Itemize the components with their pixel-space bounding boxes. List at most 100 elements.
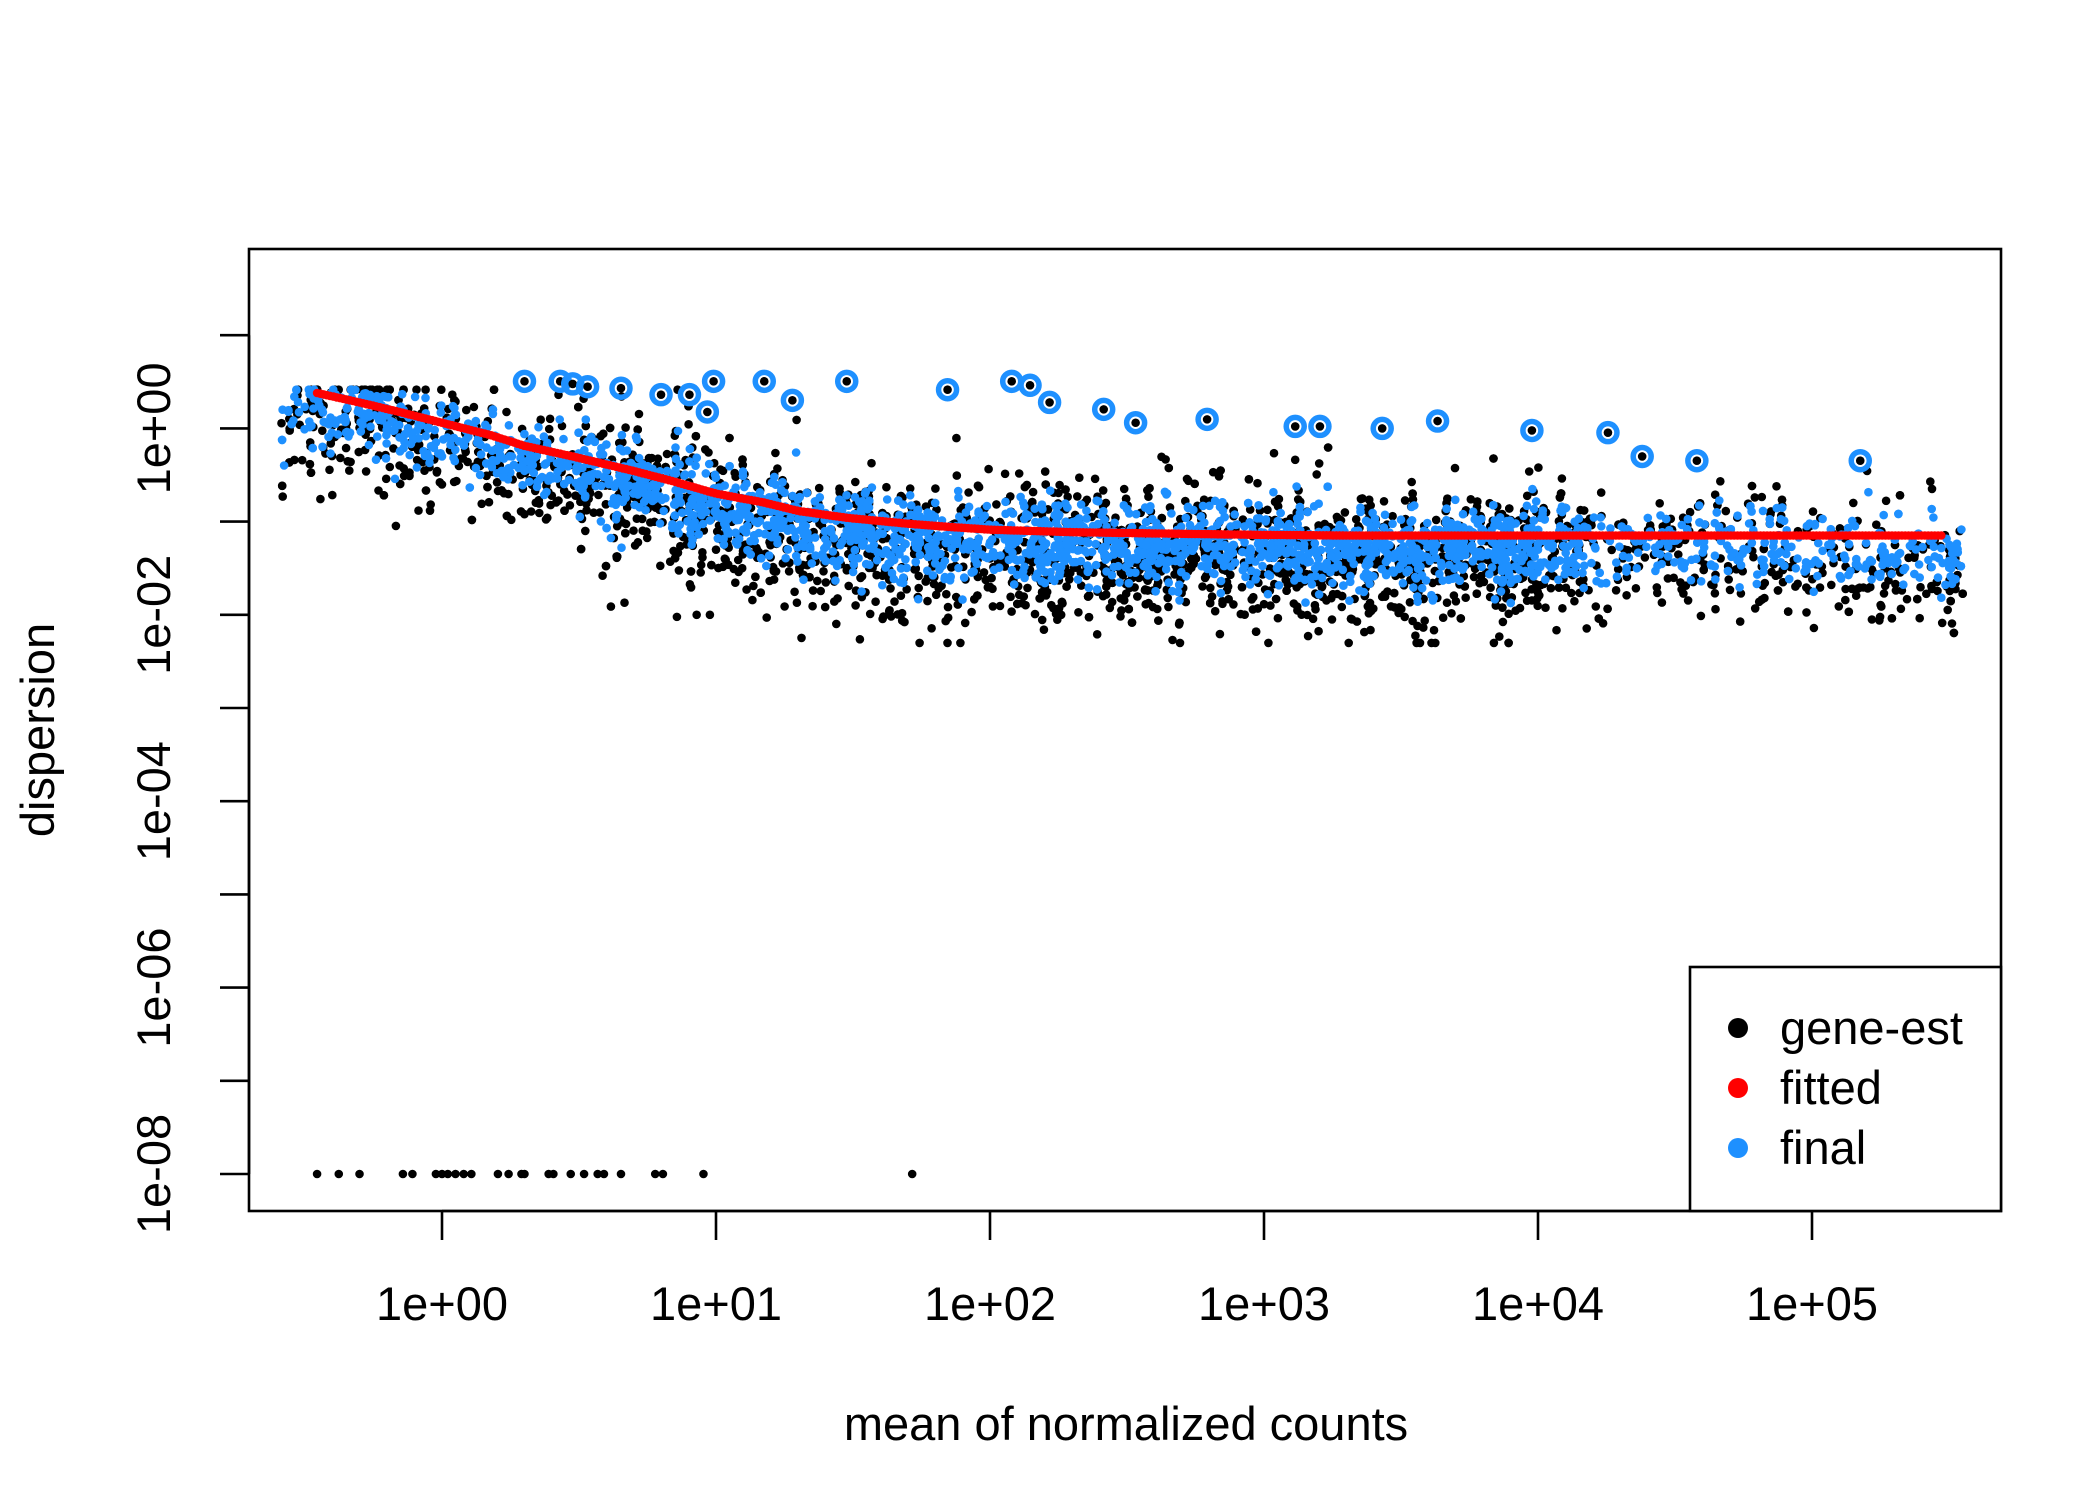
final-point — [887, 568, 897, 578]
final-point — [844, 501, 853, 510]
final-point — [659, 506, 668, 516]
final-point — [1208, 542, 1218, 551]
final-point — [1175, 596, 1184, 605]
gene-est-point — [325, 465, 334, 475]
gene-est-point — [674, 566, 684, 575]
gene-est-point — [306, 468, 316, 478]
final-point — [382, 430, 391, 440]
final-point — [1147, 568, 1157, 578]
gene-est-point — [1133, 592, 1142, 601]
gene-est-point — [1491, 601, 1501, 610]
gene-est-point — [731, 472, 740, 482]
gene-est-point — [1674, 550, 1683, 559]
gene-est-point — [942, 589, 951, 599]
gene-est-point — [316, 494, 325, 504]
gene-est-point — [723, 560, 733, 569]
gene-est-point — [1419, 623, 1428, 632]
final-point — [520, 429, 529, 439]
final-point — [1505, 516, 1515, 525]
gene-est-point — [1281, 575, 1290, 585]
gene-est-point — [1504, 609, 1513, 619]
gene-est-point — [1141, 600, 1150, 609]
final-point — [1245, 580, 1255, 589]
point-cloud — [277, 385, 1967, 1179]
final-point — [1309, 502, 1319, 511]
final-point — [961, 508, 971, 517]
final-point — [1445, 560, 1454, 570]
final-point — [849, 560, 859, 569]
gene-est-point — [1466, 495, 1476, 504]
gene-est-point — [1182, 474, 1192, 484]
final-point — [911, 543, 921, 552]
gene-est-point — [1783, 607, 1793, 616]
final-point — [537, 472, 547, 482]
gene-est-point — [696, 560, 706, 570]
gene-est-point — [1447, 609, 1456, 618]
gene-est-point — [1323, 443, 1333, 452]
gene-est-point — [685, 580, 695, 589]
final-point — [292, 385, 301, 395]
gene-est-point — [1505, 504, 1514, 513]
final-point — [1038, 536, 1047, 545]
gene-est-point — [576, 544, 586, 554]
final-point — [1167, 509, 1176, 518]
gene-est-point — [1887, 614, 1897, 623]
final-point — [1307, 580, 1317, 589]
final-point — [854, 553, 863, 563]
gene-est-point — [1655, 499, 1664, 508]
final-point — [555, 415, 564, 424]
final-point — [482, 459, 491, 468]
final-point — [1429, 547, 1439, 556]
final-point — [1377, 564, 1387, 574]
gene-est-point — [1777, 495, 1787, 505]
final-point — [1091, 560, 1101, 570]
gene-est-point — [1561, 583, 1571, 593]
final-point — [902, 563, 911, 573]
gene-est-point — [1793, 579, 1802, 589]
final-point — [1328, 578, 1337, 588]
final-point — [540, 490, 549, 500]
final-point — [1435, 569, 1444, 579]
gene-est-point — [1927, 584, 1937, 594]
gene-est-point — [656, 561, 665, 571]
final-point — [1417, 583, 1427, 593]
gene-est-point — [633, 425, 642, 434]
final-point — [461, 435, 471, 445]
gene-est-point — [1215, 629, 1225, 639]
final-point — [279, 461, 289, 470]
final-point — [1861, 538, 1871, 548]
gene-est-point — [1640, 553, 1650, 562]
gene-est-point — [536, 415, 545, 425]
final-point — [982, 501, 992, 511]
final-point — [1758, 506, 1768, 516]
final-point — [1131, 509, 1141, 519]
final-point — [437, 401, 446, 410]
gene-est-point — [1164, 602, 1173, 612]
gene-est-point — [535, 508, 544, 518]
gene-est-point — [1498, 617, 1508, 627]
final-point — [691, 461, 700, 471]
gene-est-point — [879, 612, 888, 621]
final-point — [1254, 501, 1263, 510]
final-point — [901, 555, 910, 564]
final-point — [366, 422, 375, 432]
gene-est-point — [1541, 603, 1550, 612]
final-point — [518, 480, 527, 490]
final-point — [1529, 572, 1538, 581]
final-point — [1082, 537, 1092, 546]
final-point — [581, 415, 591, 424]
final-point — [821, 556, 830, 566]
gene-est-point — [448, 390, 457, 400]
final-point — [1653, 561, 1662, 570]
gene-est-point — [1327, 615, 1337, 624]
final-point — [698, 519, 708, 529]
final-point — [1497, 566, 1507, 576]
final-point — [867, 483, 877, 492]
gene-est-point — [1710, 589, 1720, 598]
gene-est-point — [1685, 507, 1695, 517]
gene-est-point — [345, 466, 354, 475]
gene-est-point — [931, 484, 940, 493]
gene-est-point — [833, 594, 842, 603]
gene-est-point — [1055, 480, 1064, 490]
gene-est-point — [662, 449, 672, 459]
